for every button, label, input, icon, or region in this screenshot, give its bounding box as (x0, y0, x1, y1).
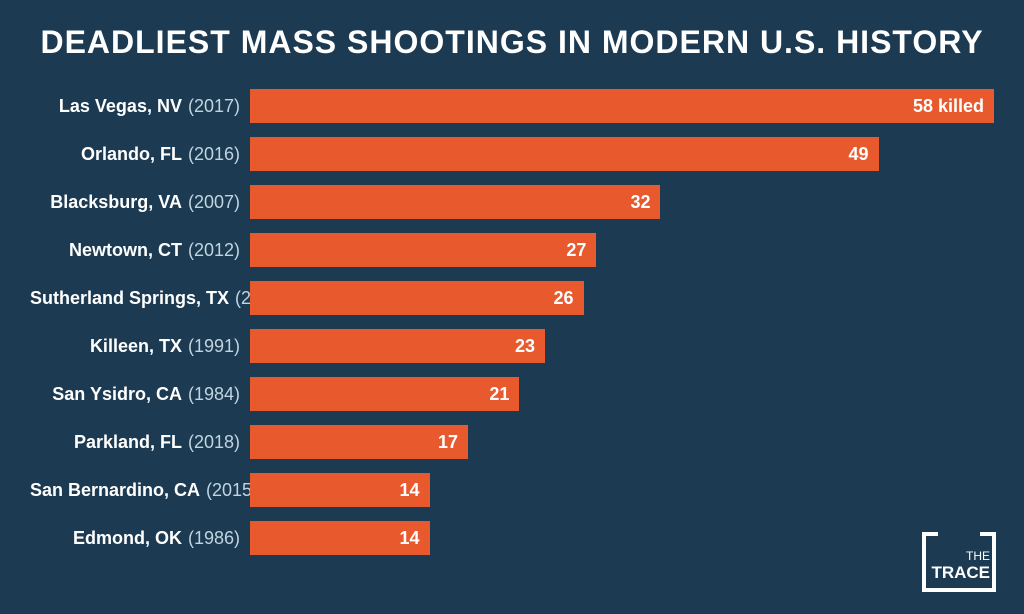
row-location: San Ysidro, CA (52, 384, 182, 404)
row-location: Newtown, CT (69, 240, 182, 260)
bar-track: 17 (250, 425, 994, 459)
bar: 32 (250, 185, 660, 219)
bar: 23 (250, 329, 545, 363)
row-label: Parkland, FL (2018) (30, 432, 250, 453)
row-label: Edmond, OK (1986) (30, 528, 250, 549)
row-location: Blacksburg, VA (50, 192, 182, 212)
row-label: Las Vegas, NV (2017) (30, 96, 250, 117)
bar-value: 14 (400, 528, 420, 549)
row-year: (1986) (188, 528, 240, 548)
bar: 14 (250, 473, 430, 507)
bar: 14 (250, 521, 430, 555)
chart-row: Las Vegas, NV (2017) 58 killed (30, 85, 994, 127)
chart-rows: Las Vegas, NV (2017) 58 killed Orlando, FL (… (0, 85, 1024, 559)
row-location: Parkland, FL (74, 432, 182, 452)
row-year: (1991) (188, 336, 240, 356)
chart-row: Parkland, FL (2018) 17 (30, 421, 994, 463)
row-year: (2018) (188, 432, 240, 452)
row-label: Sutherland Springs, TX(2017) (30, 288, 250, 309)
row-label: Blacksburg, VA (2007) (30, 192, 250, 213)
bar-track: 26 (250, 281, 994, 315)
row-label: San Bernardino, CA(2015) (30, 480, 250, 501)
row-year: (2016) (188, 144, 240, 164)
row-location: Sutherland Springs, TX (30, 288, 229, 308)
row-year: (1984) (188, 384, 240, 404)
bar-value: 27 (566, 240, 586, 261)
chart-row: Orlando, FL (2016) 49 (30, 133, 994, 175)
chart-card: DEADLIEST MASS SHOOTINGS IN MODERN U.S. … (0, 0, 1024, 614)
bar-value: 32 (630, 192, 650, 213)
bar-track: 14 (250, 473, 994, 507)
bar-track: 14 (250, 521, 994, 555)
row-location: Orlando, FL (81, 144, 182, 164)
chart-row: San Ysidro, CA (1984) 21 (30, 373, 994, 415)
row-location: Las Vegas, NV (59, 96, 182, 116)
bar-track: 49 (250, 137, 994, 171)
chart-row: Killeen, TX (1991) 23 (30, 325, 994, 367)
bar-value: 14 (400, 480, 420, 501)
bar: 26 (250, 281, 584, 315)
bar-value: 23 (515, 336, 535, 357)
row-label: Killeen, TX (1991) (30, 336, 250, 357)
chart-row: Sutherland Springs, TX(2017) 26 (30, 277, 994, 319)
bar-track: 21 (250, 377, 994, 411)
bar-track: 32 (250, 185, 994, 219)
bar-value: 17 (438, 432, 458, 453)
chart-title: DEADLIEST MASS SHOOTINGS IN MODERN U.S. … (0, 0, 1024, 85)
bar: 21 (250, 377, 519, 411)
row-label: San Ysidro, CA (1984) (30, 384, 250, 405)
logo-text-bottom: TRACE (931, 563, 990, 582)
bar: 58 killed (250, 89, 994, 123)
chart-row: San Bernardino, CA(2015) 14 (30, 469, 994, 511)
row-label: Orlando, FL (2016) (30, 144, 250, 165)
bar-track: 23 (250, 329, 994, 363)
bar-value: 26 (553, 288, 573, 309)
bar-value: 58 killed (913, 96, 984, 117)
bar: 49 (250, 137, 879, 171)
chart-row: Newtown, CT (2012) 27 (30, 229, 994, 271)
bar-track: 58 killed (250, 89, 994, 123)
row-year: (2007) (188, 192, 240, 212)
row-label: Newtown, CT (2012) (30, 240, 250, 261)
row-location: Edmond, OK (73, 528, 182, 548)
bar-value: 49 (849, 144, 869, 165)
chart-row: Blacksburg, VA (2007) 32 (30, 181, 994, 223)
chart-row: Edmond, OK (1986) 14 (30, 517, 994, 559)
bar-value: 21 (489, 384, 509, 405)
row-year: (2017) (188, 96, 240, 116)
row-location: Killeen, TX (90, 336, 182, 356)
bar-track: 27 (250, 233, 994, 267)
row-year: (2012) (188, 240, 240, 260)
bar: 27 (250, 233, 596, 267)
row-location: San Bernardino, CA (30, 480, 200, 500)
bar: 17 (250, 425, 468, 459)
